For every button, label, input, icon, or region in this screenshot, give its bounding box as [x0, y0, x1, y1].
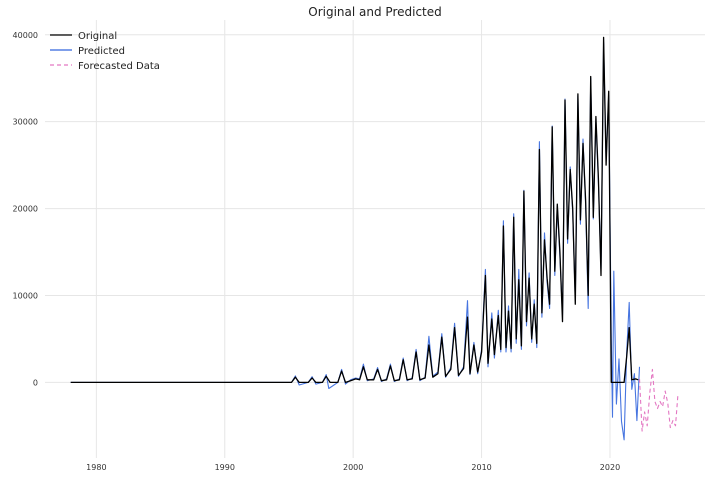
legend-label: Forecasted Data	[78, 61, 160, 72]
legend-label: Original	[78, 31, 117, 42]
x-tick-label: 1980	[86, 463, 106, 472]
chart-title: Original and Predicted	[308, 5, 442, 19]
series-lines	[70, 36, 679, 441]
grid	[45, 20, 705, 458]
x-tick-label: 1990	[215, 463, 235, 472]
y-tick-label: 10000	[13, 291, 38, 300]
legend-label: Predicted	[78, 46, 125, 57]
series-line-original	[70, 36, 639, 384]
series-line-forecasted-data	[638, 368, 679, 432]
x-tick-label: 2000	[343, 463, 363, 472]
axis-ticks: 1980 1990 2000 2010 2020 0 10000 20000 30000 4000…	[13, 31, 621, 472]
y-tick-label: 30000	[13, 118, 38, 127]
legend: Original Predicted Forecasted Data	[50, 31, 160, 72]
y-tick-label: 20000	[13, 205, 38, 214]
y-tick-label: 0	[33, 378, 38, 387]
x-tick-label: 2010	[471, 463, 491, 472]
x-tick-label: 2020	[600, 463, 620, 472]
y-tick-label: 40000	[13, 31, 38, 40]
